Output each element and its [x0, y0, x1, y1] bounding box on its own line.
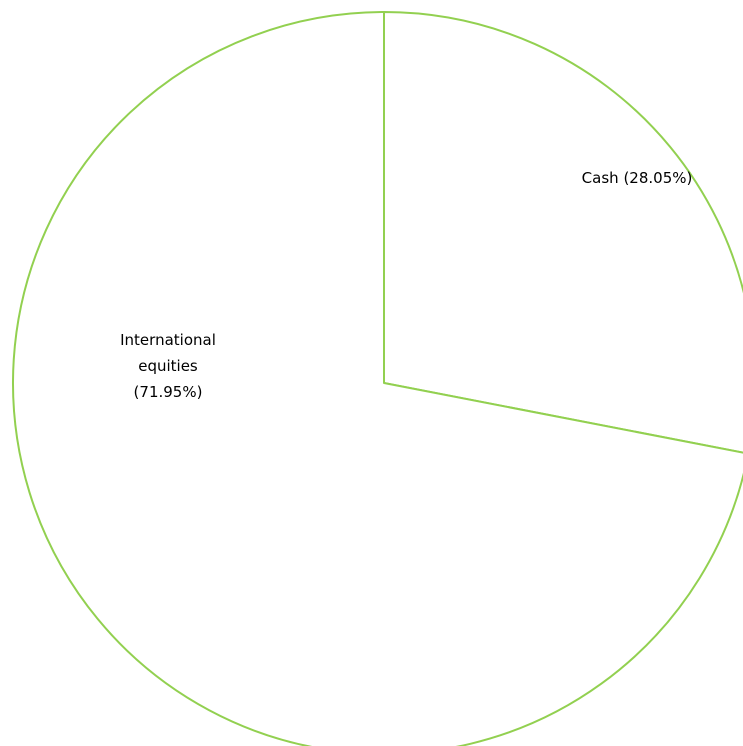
- pie-slice: [383, 11, 743, 454]
- value-label: (71.95%): [133, 383, 203, 401]
- category-label: International equities: [120, 331, 216, 375]
- slice-label: International equities (71.95%): [112, 327, 224, 405]
- category-label: Cash: [581, 169, 619, 187]
- pie-slice: [12, 11, 743, 746]
- value-label: (28.05%): [623, 169, 693, 187]
- slice-label: Cash (28.05%): [537, 165, 737, 191]
